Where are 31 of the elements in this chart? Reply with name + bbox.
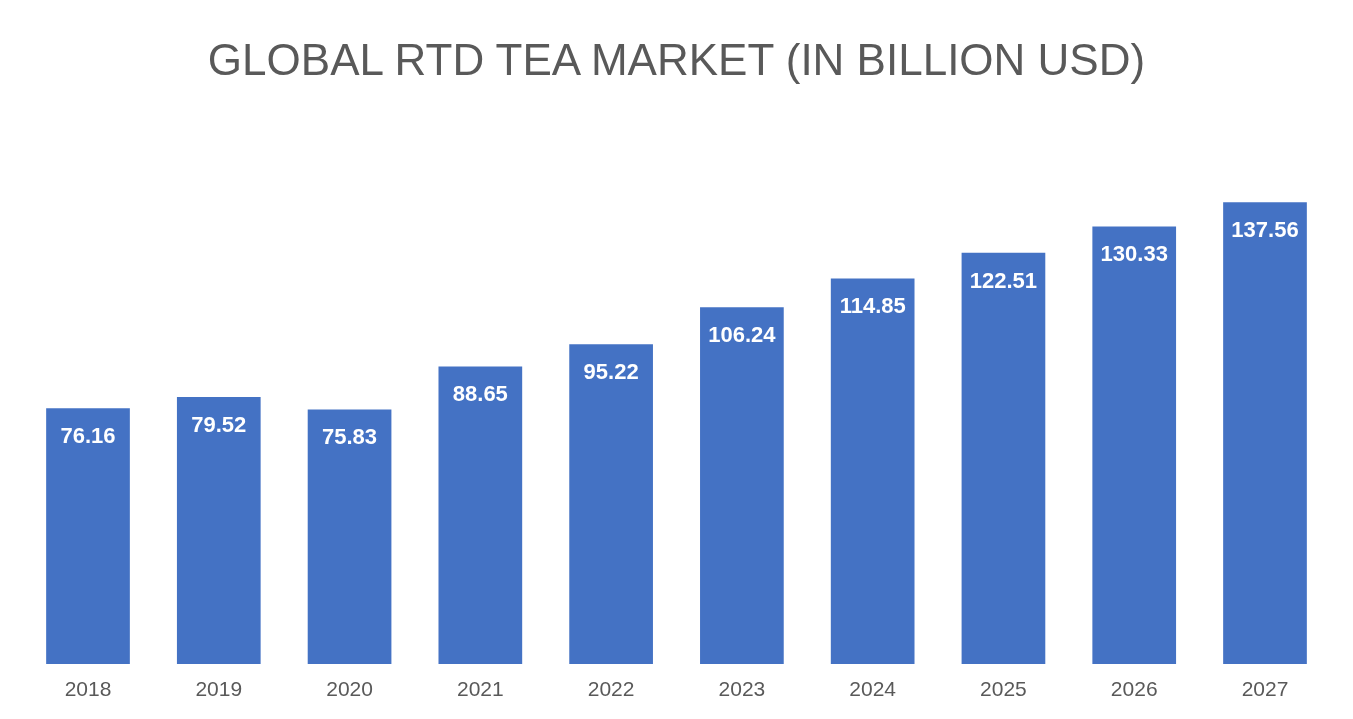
x-tick-label: 2020 <box>326 676 373 700</box>
bar <box>307 409 392 664</box>
x-tick-label: 2024 <box>849 676 897 700</box>
x-tick-label: 2019 <box>195 676 243 700</box>
data-label: 75.83 <box>322 424 378 450</box>
x-tick-label: 2025 <box>980 676 1027 700</box>
x-tick-label: 2022 <box>587 676 635 700</box>
data-label: 114.85 <box>839 293 906 319</box>
data-label: 122.51 <box>969 267 1038 293</box>
x-tick-label: 2023 <box>718 676 766 700</box>
data-label: 106.24 <box>708 322 777 348</box>
data-label: 130.33 <box>1100 241 1168 267</box>
data-label: 95.22 <box>583 359 639 385</box>
x-tick-label: 2027 <box>1241 676 1289 700</box>
bar <box>961 252 1046 664</box>
x-tick-label: 2026 <box>1110 676 1158 700</box>
bar <box>46 408 130 664</box>
bar <box>830 278 915 664</box>
chart-title: GLOBAL RTD TEA MARKET (IN BILLION USD) <box>207 35 1146 84</box>
data-label: 137.56 <box>1231 217 1299 243</box>
data-label: 88.65 <box>452 381 508 407</box>
x-tick-label: 2021 <box>456 676 504 700</box>
x-tick-label: 2018 <box>64 676 112 700</box>
bar <box>1092 226 1177 664</box>
bar <box>700 307 784 664</box>
bar <box>1223 202 1307 664</box>
bar <box>569 344 653 664</box>
bar <box>176 397 261 664</box>
data-label: 79.52 <box>191 412 247 438</box>
data-label: 76.16 <box>60 423 116 449</box>
bar <box>438 366 523 664</box>
